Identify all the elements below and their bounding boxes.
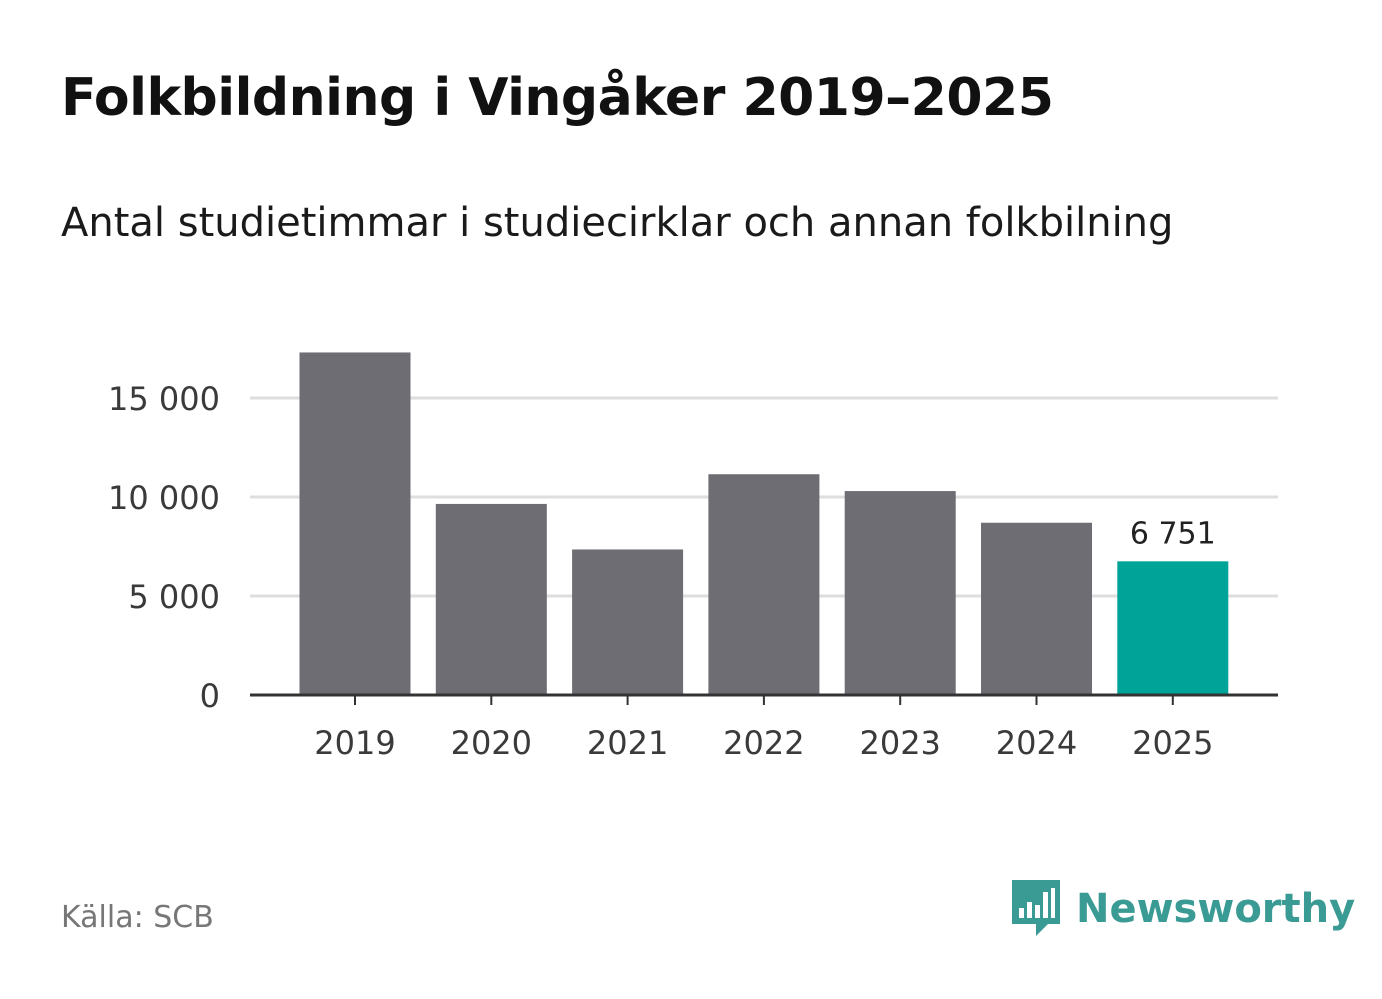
source-note: Källa: SCB <box>61 900 214 935</box>
x-tick-label: 2019 <box>314 724 395 762</box>
data-label: 6 751 <box>1130 516 1216 551</box>
x-tick-label: 2022 <box>723 724 804 762</box>
y-tick-label: 5 000 <box>128 578 220 616</box>
chart-subtitle: Antal studietimmar i studiecirklar och a… <box>61 200 1174 246</box>
bar <box>981 522 1092 695</box>
bar <box>299 352 411 695</box>
newsworthy-logo-icon <box>1012 880 1060 936</box>
brand-name: Newsworthy <box>1076 886 1356 932</box>
x-tick-label: 2023 <box>859 724 940 762</box>
bar <box>708 474 820 695</box>
bar <box>572 549 684 695</box>
y-tick-label: 15 000 <box>108 380 220 418</box>
x-tick-label: 2020 <box>451 724 532 762</box>
bar <box>844 491 956 695</box>
bar <box>1117 561 1229 695</box>
y-tick-label: 0 <box>200 677 220 715</box>
x-tick-label: 2024 <box>996 724 1077 762</box>
x-tick-label: 2021 <box>587 724 668 762</box>
brand-logo: Newsworthy <box>1010 878 1355 940</box>
bar <box>435 503 547 695</box>
chart-title: Folkbildning i Vingåker 2019–2025 <box>61 68 1054 128</box>
y-tick-label: 10 000 <box>108 479 220 517</box>
x-tick-label: 2025 <box>1132 724 1213 762</box>
